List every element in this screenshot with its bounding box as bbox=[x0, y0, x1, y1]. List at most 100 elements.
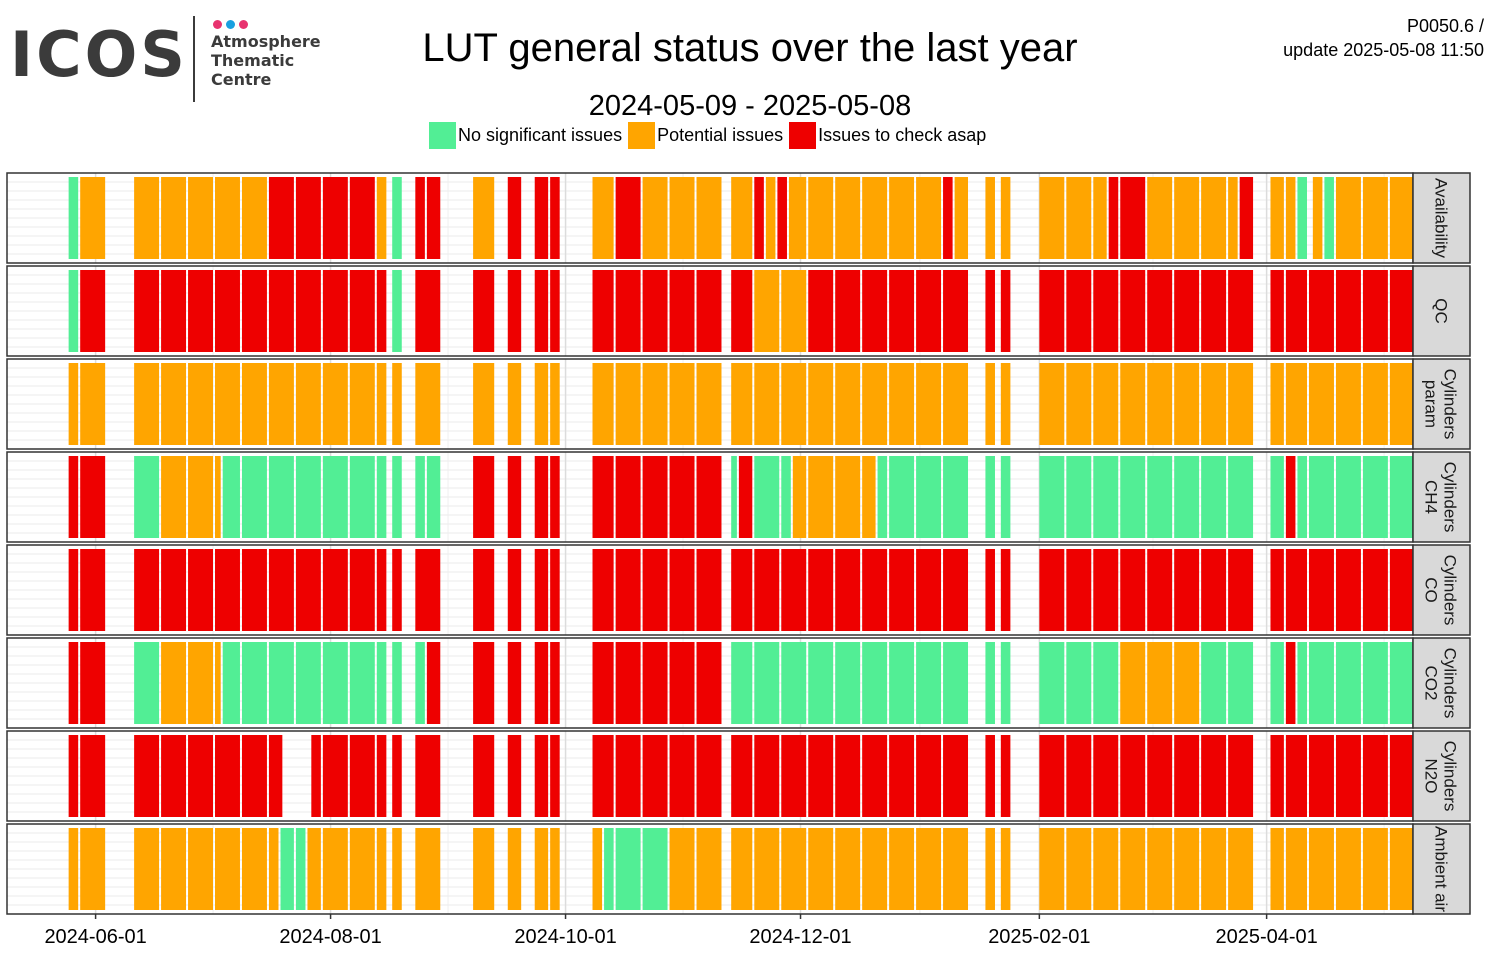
facet-label-line: Availability bbox=[1432, 178, 1451, 259]
status-tile bbox=[1201, 456, 1227, 538]
status-tile bbox=[415, 177, 425, 259]
logo-line: Atmosphere bbox=[211, 32, 321, 51]
facet-strip bbox=[1412, 451, 1471, 543]
status-tile bbox=[473, 270, 495, 352]
status-tile bbox=[1147, 177, 1173, 259]
facet-label-line: Ambient air bbox=[1432, 826, 1451, 912]
status-tile bbox=[376, 270, 387, 352]
status-tile bbox=[1120, 177, 1146, 259]
status-tile bbox=[835, 828, 861, 910]
status-tile bbox=[592, 828, 603, 910]
facet-label-line: CO bbox=[1422, 577, 1441, 603]
status-tile bbox=[1285, 642, 1296, 724]
status-tile bbox=[550, 270, 560, 352]
status-tile bbox=[161, 177, 187, 259]
status-tile bbox=[215, 456, 221, 538]
status-tile bbox=[295, 549, 321, 631]
status-tile bbox=[415, 456, 425, 538]
status-tile bbox=[415, 363, 441, 445]
status-tile bbox=[1335, 456, 1361, 538]
status-tile bbox=[550, 642, 560, 724]
status-tile bbox=[1285, 735, 1307, 817]
status-tile bbox=[295, 642, 321, 724]
status-tile bbox=[507, 642, 522, 724]
status-tile bbox=[615, 549, 641, 631]
status-tile bbox=[669, 177, 695, 259]
status-tile bbox=[1335, 828, 1361, 910]
status-tile bbox=[80, 270, 106, 352]
status-tile bbox=[1174, 456, 1200, 538]
status-tile bbox=[889, 177, 915, 259]
logo-dot bbox=[226, 20, 235, 29]
status-tile bbox=[1389, 270, 1415, 352]
status-tile bbox=[1389, 456, 1415, 538]
status-tile bbox=[1147, 735, 1173, 817]
status-tile bbox=[473, 735, 495, 817]
status-tile bbox=[188, 642, 214, 724]
status-tile bbox=[1270, 456, 1284, 538]
logo-caption: Atmosphere Thematic Centre bbox=[211, 32, 321, 89]
status-tile bbox=[781, 549, 807, 631]
status-tile bbox=[268, 456, 294, 538]
status-tile bbox=[134, 828, 160, 910]
status-tile bbox=[1308, 270, 1334, 352]
status-tile bbox=[916, 735, 942, 817]
status-tile bbox=[534, 549, 549, 631]
status-tile bbox=[161, 456, 187, 538]
status-tile bbox=[1270, 270, 1284, 352]
logo-line: Centre bbox=[211, 70, 272, 89]
status-tile bbox=[68, 270, 79, 352]
status-tile bbox=[134, 363, 160, 445]
status-tile bbox=[731, 177, 753, 259]
legend-item-potential: Potential issues bbox=[628, 121, 783, 149]
status-tile bbox=[592, 642, 614, 724]
status-tile bbox=[916, 270, 942, 352]
status-tile bbox=[781, 456, 791, 538]
status-tile bbox=[592, 177, 614, 259]
update-info: P0050.6 / update 2025-05-08 11:50 bbox=[1283, 14, 1484, 62]
status-tile bbox=[731, 270, 753, 352]
status-tile bbox=[754, 735, 780, 817]
status-tile bbox=[1201, 270, 1227, 352]
status-tile bbox=[788, 177, 807, 259]
status-tile bbox=[943, 642, 969, 724]
status-tile bbox=[1120, 363, 1146, 445]
status-tile bbox=[134, 642, 160, 724]
status-tile bbox=[1000, 363, 1011, 445]
status-tile bbox=[349, 270, 375, 352]
status-tile bbox=[534, 270, 549, 352]
status-tile bbox=[765, 177, 776, 259]
status-tile bbox=[161, 270, 187, 352]
status-tile bbox=[781, 828, 807, 910]
facet-label: QC bbox=[1432, 298, 1451, 324]
facet-label: CylindersCH4 bbox=[1422, 462, 1460, 533]
facet-label-line: Cylinders bbox=[1441, 555, 1460, 626]
status-tile bbox=[889, 456, 915, 538]
facet-label-line: Cylinders bbox=[1441, 741, 1460, 812]
status-tile bbox=[295, 177, 321, 259]
status-tile bbox=[550, 363, 560, 445]
status-tile bbox=[1362, 735, 1388, 817]
status-tile bbox=[534, 735, 549, 817]
status-tile bbox=[295, 456, 321, 538]
status-tile bbox=[781, 735, 807, 817]
status-tile bbox=[781, 363, 807, 445]
status-tile bbox=[985, 270, 995, 352]
status-tile bbox=[1362, 177, 1388, 259]
status-tile bbox=[1270, 735, 1284, 817]
status-tile bbox=[1285, 549, 1307, 631]
status-tile bbox=[696, 270, 722, 352]
status-tile bbox=[311, 735, 321, 817]
legend-label: No significant issues bbox=[458, 124, 623, 145]
status-tile bbox=[943, 828, 969, 910]
status-tile bbox=[161, 735, 187, 817]
status-tile bbox=[268, 549, 294, 631]
status-tile bbox=[376, 177, 387, 259]
legend-key-potential bbox=[628, 121, 656, 149]
update-timestamp: update 2025-05-08 11:50 bbox=[1283, 40, 1484, 60]
status-tile bbox=[376, 735, 387, 817]
status-tile bbox=[534, 642, 549, 724]
facet-label: CylindersCO2 bbox=[1422, 648, 1460, 719]
status-tile bbox=[322, 363, 348, 445]
status-tile bbox=[943, 549, 969, 631]
